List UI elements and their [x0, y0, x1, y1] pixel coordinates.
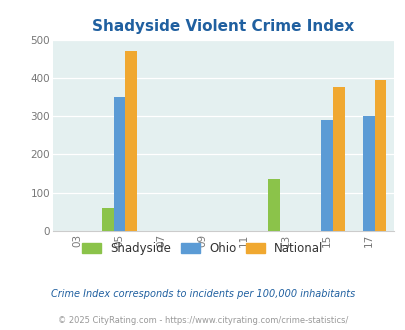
Bar [332, 87, 344, 231]
Bar [362, 116, 374, 231]
Bar [125, 51, 136, 231]
Text: Crime Index corresponds to incidents per 100,000 inhabitants: Crime Index corresponds to incidents per… [51, 289, 354, 299]
Bar [268, 179, 279, 231]
Bar [102, 208, 113, 231]
Bar [113, 97, 125, 231]
Bar [374, 80, 386, 231]
Bar [321, 120, 332, 231]
Title: Shadyside Violent Crime Index: Shadyside Violent Crime Index [92, 19, 354, 34]
Legend: Shadyside, Ohio, National: Shadyside, Ohio, National [77, 237, 328, 260]
Text: © 2025 CityRating.com - https://www.cityrating.com/crime-statistics/: © 2025 CityRating.com - https://www.city… [58, 316, 347, 325]
